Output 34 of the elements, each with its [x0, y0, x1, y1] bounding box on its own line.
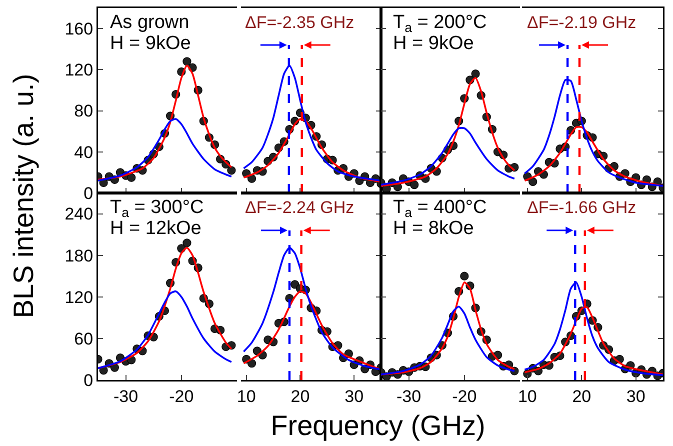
x-tick-label: 10: [518, 386, 537, 406]
annotation: H = 9kOe: [110, 33, 191, 54]
x-tick-label: -20: [452, 386, 477, 406]
x-tick-label: -20: [169, 386, 194, 406]
x-tick-label: 20: [290, 386, 310, 406]
x-tick-label: 10: [236, 386, 256, 406]
annotation: T$_{a}$ = 200°C: [393, 12, 487, 35]
annotation: H = 8kOe: [393, 218, 474, 239]
annotation: ΔF=-1.66 GHz: [527, 198, 636, 217]
annotation: H = 9kOe: [393, 33, 474, 54]
y-tick-label: 80: [74, 102, 94, 121]
x-tick-label: 30: [344, 386, 364, 406]
annotation: As grown: [110, 12, 190, 33]
y-tick-label: 120: [64, 60, 94, 80]
y-tick-label: 40: [74, 142, 94, 162]
y-tick-label: 180: [64, 246, 94, 266]
x-tick-label: 30: [626, 386, 646, 406]
x-tick-label: 20: [572, 386, 592, 406]
annotation: ΔF=-2.24 GHz: [245, 198, 354, 217]
annotation: H = 12kOe: [110, 218, 202, 239]
y-tick-label: 120: [64, 288, 94, 307]
x-tick-label: -30: [114, 386, 138, 406]
annotation: T$_{a}$ = 400°C: [393, 197, 487, 220]
annotation: T$_{a}$ = 300°C: [110, 197, 204, 220]
y-tick-label: 0: [84, 370, 94, 390]
x-axis-title: Frequency (GHz): [270, 410, 486, 442]
y-tick-label: 240: [64, 204, 94, 224]
x-tick-label: -30: [396, 386, 422, 406]
y-tick-label: 0: [84, 184, 94, 203]
y-tick-label: 160: [64, 20, 94, 39]
annotation: ΔF=-2.19 GHz: [527, 13, 636, 32]
y-axis-title: BLS intensity (a. u.): [8, 74, 40, 318]
y-tick-label: 60: [74, 329, 94, 348]
annotation: ΔF=-2.35 GHz: [245, 13, 354, 32]
